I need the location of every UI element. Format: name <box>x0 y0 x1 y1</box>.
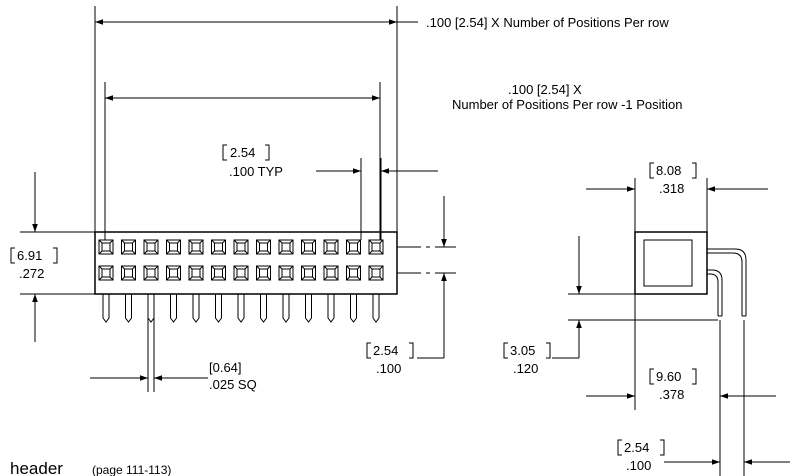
height-metric: 6.91 <box>17 248 42 263</box>
pin-cell <box>211 239 226 255</box>
pin-span-note-line2: Number of Positions Per row -1 Position <box>452 97 682 112</box>
pin-cell <box>121 265 136 281</box>
pin-size-inch: .025 SQ <box>209 377 257 392</box>
lower-lead-inner <box>707 273 719 316</box>
tail-pin <box>125 294 132 323</box>
pin-cell <box>346 265 361 281</box>
pin-cell <box>323 239 339 255</box>
pin-cell <box>368 265 384 281</box>
standoff-inch: .120 <box>513 361 538 376</box>
tail-pin-row <box>102 294 380 323</box>
pitch-inch: .100 TYP <box>229 164 283 179</box>
tail-pin <box>327 294 335 323</box>
pin-cell <box>256 239 271 255</box>
depth-metric: 8.08 <box>656 163 681 178</box>
row-spacing-metric: 2.54 <box>373 343 398 358</box>
tail-pin <box>102 294 110 323</box>
side-view-labels: 8.08 .318 3.05 .120 9.60 .378 2.54 .100 <box>503 162 697 473</box>
pin-cell <box>301 265 316 281</box>
pin-cell <box>98 265 114 281</box>
front-view-labels: .100 [2.54] X Number of Positions Per ro… <box>10 15 682 392</box>
lead-offset-inch: .378 <box>659 387 684 402</box>
lead-pitch-metric-bracket <box>617 439 665 456</box>
lead-pitch-metric: 2.54 <box>624 440 649 455</box>
pin-cell-grid <box>98 239 384 281</box>
pitch-metric: 2.54 <box>230 145 255 160</box>
pin-cell <box>188 265 204 281</box>
standoff-metric-bracket <box>503 342 551 359</box>
upper-lead-inner <box>707 252 743 316</box>
pin-cell <box>278 265 294 281</box>
pin-cell <box>166 265 181 281</box>
tail-pin <box>305 294 312 323</box>
depth-inch: .318 <box>659 181 684 196</box>
height-inch: .272 <box>19 266 44 281</box>
pin-cell <box>121 239 136 255</box>
pin-cell <box>233 265 249 281</box>
front-view <box>20 6 456 392</box>
pin-cell <box>98 239 114 255</box>
pin-cell <box>301 239 316 255</box>
standoff-metric: 3.05 <box>510 343 535 358</box>
pitch-metric-bracket <box>222 144 270 161</box>
tail-pin <box>350 294 357 323</box>
lead-offset-metric-bracket <box>649 368 697 385</box>
pin-cell <box>346 239 361 255</box>
tail-pin <box>170 294 177 323</box>
pin-cell <box>323 265 339 281</box>
caption-page-ref: (page 111-113) <box>92 463 171 476</box>
side-view <box>552 178 790 476</box>
pin-cell <box>233 239 249 255</box>
pin-span-note-line1: .100 [2.54] X <box>508 82 582 97</box>
height-metric-bracket <box>10 247 58 264</box>
pin-size-metric: [0.64] <box>209 360 242 375</box>
pin-cell <box>211 265 226 281</box>
side-body <box>634 231 708 295</box>
pin-cell <box>143 239 159 255</box>
caption-title: header <box>10 459 63 476</box>
pin-cell <box>368 239 384 255</box>
side-insulator <box>643 239 693 287</box>
tail-pin <box>192 294 200 323</box>
tail-pin <box>147 294 155 323</box>
lead-offset-metric: 9.60 <box>656 369 681 384</box>
lower-lead <box>707 269 723 316</box>
lead-pitch-inch: .100 <box>626 458 651 473</box>
pin-cell <box>278 239 294 255</box>
row-spacing-inch: .100 <box>376 361 401 376</box>
caption: header (page 111-113) <box>10 459 171 476</box>
header-housing <box>94 231 398 295</box>
depth-metric-bracket <box>649 162 697 179</box>
tail-pin <box>282 294 290 323</box>
tail-pin <box>215 294 222 323</box>
pin-cell <box>143 265 159 281</box>
tail-pin <box>260 294 267 323</box>
pin-cell <box>166 239 181 255</box>
tail-pin <box>237 294 245 323</box>
tail-pin <box>372 294 380 323</box>
pin-cell <box>188 239 204 255</box>
row-spacing-metric-bracket <box>366 342 414 359</box>
upper-lead <box>707 248 747 316</box>
overall-length-note: .100 [2.54] X Number of Positions Per ro… <box>426 15 669 30</box>
pin-cell <box>256 265 271 281</box>
